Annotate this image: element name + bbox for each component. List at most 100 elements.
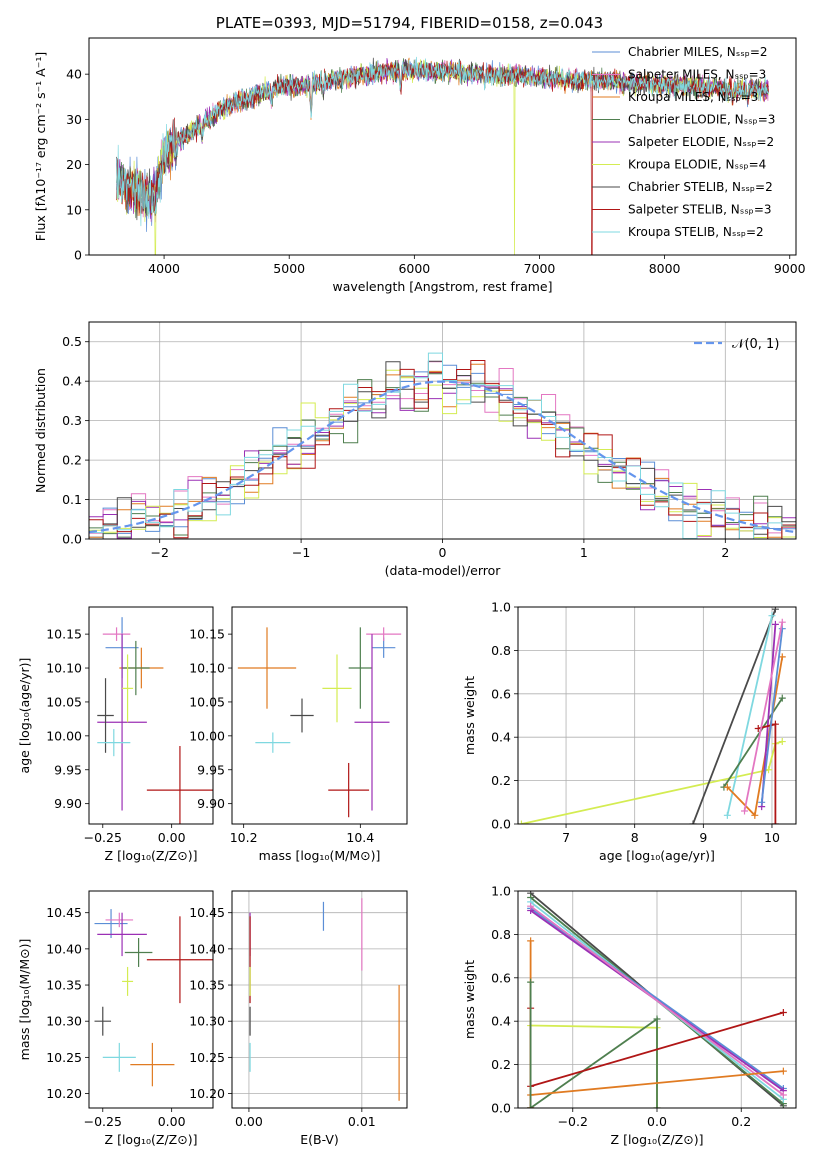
y-tick-label: 0.4 [62,374,82,389]
y-tick-label: 10.00 [189,728,225,743]
y-tick-label: 10.35 [46,978,82,993]
axes-frame [88,890,214,1109]
x-tick-label: 0.2 [731,1114,751,1129]
weight-marker [771,720,779,728]
y-tick-label: 10.15 [189,627,225,642]
y-tick-label: 10.10 [189,661,225,676]
x-tick-label: 8 [631,830,639,845]
panel-Z-age: −0.25 0.00 9.90 9.95 10.00 10.05 10.10 10.15 Z [… [17,606,214,863]
y-tick-label: 10.30 [189,1014,225,1029]
panel-weight-age: 7 8 9 10 0.0 0.2 0.4 0.6 0.8 1.0 age [log₁₀(age/yr… [462,600,797,863]
weight-marker [518,820,525,824]
x-tick-label: −1 [292,545,310,560]
y-tick-label: 0.2 [62,453,82,468]
weight-line [521,740,783,824]
x-axis-label: Z [log₁₀(Z/Z⊙)] [105,1132,198,1147]
plot-area [94,909,213,1087]
y-tick-label: 0.6 [491,686,511,701]
y-axis-label: Normed distribution [33,368,48,493]
weight-marker [527,978,535,986]
legend-label: Kroupa MILES, Nₛₛₚ=3 [628,90,758,104]
y-tick-label: 10.20 [46,1086,82,1101]
x-tick-label: 0.00 [158,1114,186,1129]
y-axis-label: mass weight [462,676,477,755]
legend-label: Chabrier STELIB, Nₛₛₚ=2 [628,180,773,194]
x-tick-label: 8000 [649,261,681,276]
x-tick-label: 10 [764,830,780,845]
y-tick-label: 10.15 [46,627,82,642]
y-tick-label: 0.2 [491,1057,511,1072]
x-tick-label: −2 [150,545,168,560]
plot-area [249,898,400,1101]
x-axis-label: E(B-V) [300,1132,339,1147]
y-tick-label: 1.0 [491,600,511,615]
y-axis-label: mass [log₁₀(M/M⊙)] [17,939,32,1061]
y-tick-label: 10.45 [46,905,82,920]
x-tick-label: 1 [580,545,588,560]
panel-residuals: −2 −1 0 1 2 0.0 0.1 0.2 0.3 0.4 0.5 (data-model)/er… [33,321,797,578]
y-tick-label: 10.10 [46,661,82,676]
y-tick-label: 30 [66,112,82,127]
y-tick-label: 9.90 [197,796,225,811]
weight-marker [751,811,759,819]
plot-area [116,56,769,255]
x-tick-label: −0.25 [84,1114,122,1129]
y-tick-label: 0.2 [491,773,511,788]
panel-mass-age: 10.2 10.4 9.90 9.95 10.00 10.05 10.10 10.15 mass… [189,606,408,863]
weight-line [760,628,784,803]
plot-area [527,891,787,1108]
x-tick-label: −0.25 [84,830,122,845]
axes-frame [88,37,797,256]
y-axis-label: mass weight [462,960,477,1039]
x-tick-label: −0.2 [558,1114,588,1129]
weight-line [530,1017,658,1108]
y-tick-label: 10 [66,202,82,217]
x-tick-label: 7000 [524,261,556,276]
plot-area [89,352,796,539]
x-axis-label: age [log₁₀(age/yr)] [599,848,715,863]
weight-line [692,608,777,824]
y-tick-label: 10.25 [189,1050,225,1065]
axes-frame [88,321,797,540]
plot-area [518,607,786,824]
x-axis-label: mass [log₁₀(M/M⊙)] [259,848,381,863]
y-tick-label: 0 [74,248,82,263]
weight-line [726,656,784,818]
plot-area [97,617,213,824]
weight-line [743,622,784,812]
legend-label: Salpeter STELIB, Nₛₛₚ=3 [628,203,772,217]
x-axis-label: Z [log₁₀(Z/Z⊙)] [611,1132,704,1147]
x-axis-label: wavelength [Angstrom, rest frame] [332,279,552,294]
x-axis-label: (data-model)/error [385,563,502,578]
y-tick-label: 10.00 [46,728,82,743]
y-tick-label: 0.0 [491,1101,511,1116]
weight-marker [771,620,779,628]
weight-marker [771,820,779,824]
plot-area [237,627,402,818]
y-tick-label: 9.95 [197,762,225,777]
y-tick-label: 0.8 [491,927,511,942]
series-line [116,56,769,227]
weight-marker [768,612,776,620]
weight-marker [758,798,766,806]
weight-marker [778,694,786,702]
y-tick-label: 9.90 [54,796,82,811]
y-tick-label: 0.1 [62,492,82,507]
panel-weight-Z: −0.2 0.0 0.2 0.0 0.2 0.4 0.6 0.8 1.0 Z [log₁₀(Z/Z… [462,884,797,1147]
axes-frame [517,606,797,825]
x-tick-label: 6000 [398,261,430,276]
x-tick-label: 0 [439,545,447,560]
legend-label: 𝒩(0, 1) [732,337,779,352]
weight-marker [779,1067,787,1075]
x-tick-label: 0.0 [647,1114,667,1129]
y-tick-label: 0.4 [491,1014,511,1029]
weight-line [530,1070,784,1096]
weight-line [530,1011,784,1088]
legend-label: Chabrier MILES, Nₛₛₚ=2 [628,45,768,59]
x-tick-label: 9 [699,830,707,845]
weight-marker [653,1015,661,1023]
y-tick-label: 0.4 [491,730,511,745]
x-tick-label: 0.01 [348,1114,376,1129]
y-axis-label: Flux [fλ10⁻¹⁷ erg cm⁻² s⁻¹ A⁻¹] [33,52,48,241]
y-tick-label: 0.8 [491,643,511,658]
